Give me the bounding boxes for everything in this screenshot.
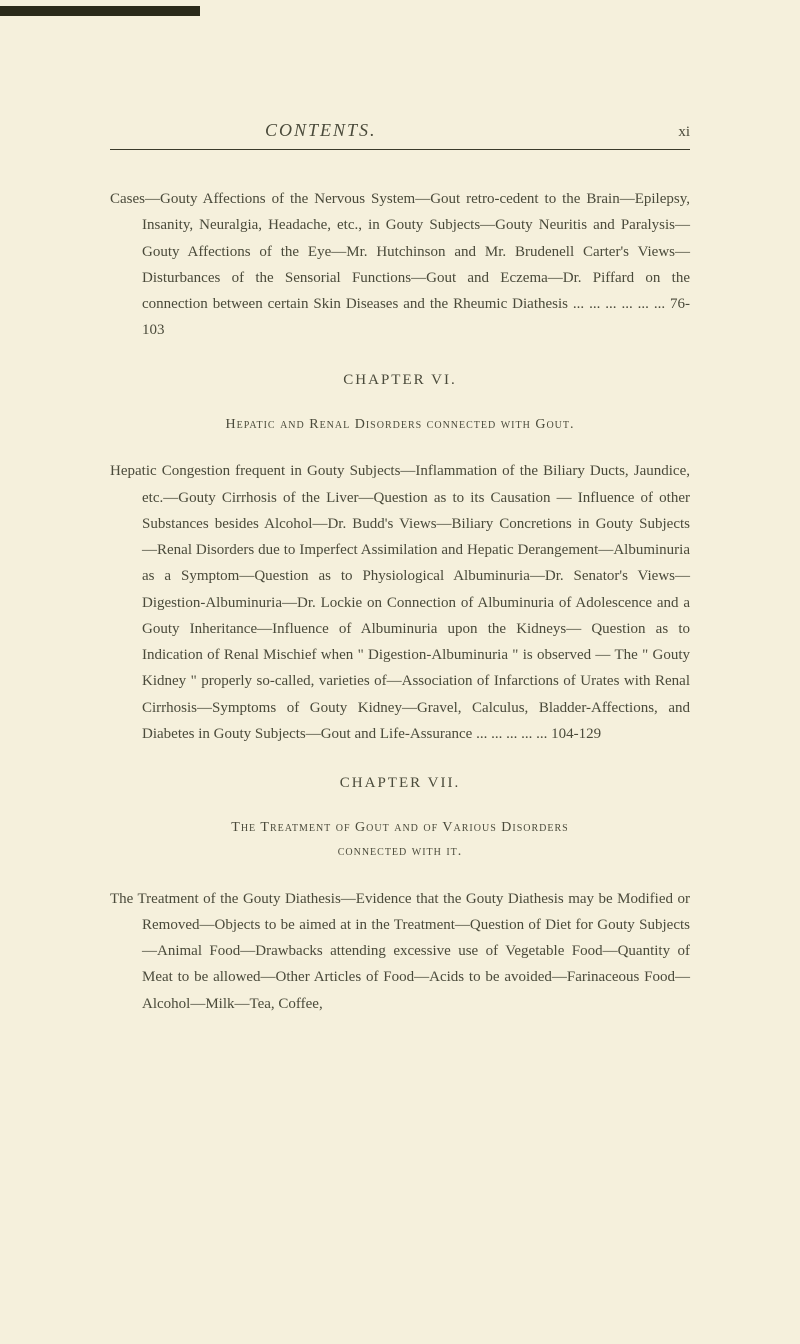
chapter6-heading: CHAPTER VI.	[110, 372, 690, 389]
chapter7-paragraph: The Treatment of the Gouty Diathesis—Evi…	[110, 886, 690, 1017]
chapter7-section-heading: The Treatment of Gout and of Various Dis…	[110, 816, 690, 864]
page-top-border	[0, 6, 200, 16]
block1-paragraph: Cases—Gouty Affections of the Nervous Sy…	[110, 186, 690, 344]
chapter7-heading: CHAPTER VII.	[110, 775, 690, 792]
contents-title: CONTENTS.	[265, 120, 377, 141]
page-number: xi	[678, 124, 690, 141]
chapter7-section-heading-line2: connected with it.	[338, 844, 463, 859]
header-rule	[110, 149, 690, 150]
page-header: CONTENTS. xi	[110, 120, 690, 141]
chapter6-paragraph: Hepatic Congestion frequent in Gouty Sub…	[110, 458, 690, 747]
chapter6-section-heading: Hepatic and Renal Disorders connected wi…	[110, 413, 690, 437]
chapter7-section-heading-line1: The Treatment of Gout and of Various Dis…	[231, 820, 568, 835]
